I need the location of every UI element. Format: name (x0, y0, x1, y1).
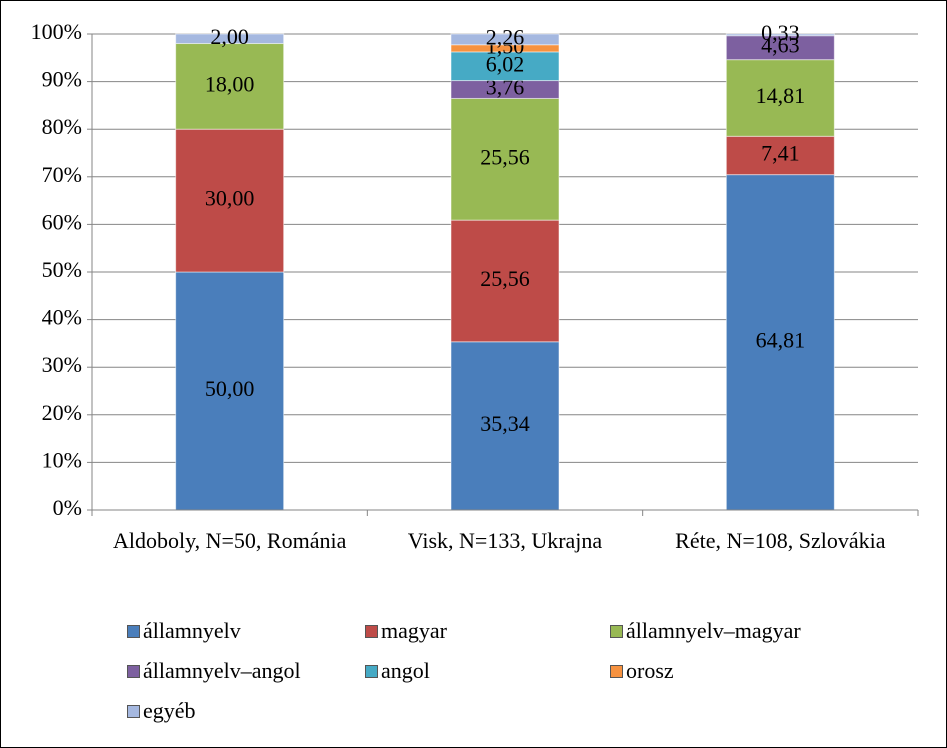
y-tick-label: 50% (42, 257, 82, 282)
bar-segment (725, 33, 835, 37)
data-label: 2,26 (486, 24, 525, 49)
legend-swatch (127, 624, 140, 638)
legend-item: magyar (365, 618, 447, 644)
data-label: 25,56 (480, 144, 530, 169)
legend-label: orosz (626, 658, 674, 683)
data-label: 50,00 (205, 376, 255, 401)
bar-segment (175, 43, 285, 130)
y-tick-label: 90% (42, 67, 82, 92)
data-label: 30,00 (205, 186, 255, 211)
legend-label: államnyelv (143, 618, 241, 643)
y-tick-label: 100% (31, 19, 82, 44)
bar-segment (175, 33, 285, 45)
bar-segment (725, 59, 835, 137)
data-label: 14,81 (756, 83, 806, 108)
legend-swatch (610, 624, 623, 638)
data-label: 4,63 (761, 33, 800, 58)
bar-segment (450, 33, 560, 46)
y-tick-label: 30% (42, 352, 82, 377)
bar-segment (175, 271, 285, 511)
legend-label: angol (381, 658, 430, 683)
y-tick-label: 20% (42, 400, 82, 425)
legend-item: államnyelv–angol (127, 658, 301, 684)
legend-swatch (127, 704, 140, 718)
bar-segment (450, 97, 560, 221)
bar-segment (450, 341, 560, 511)
data-label: 6,02 (486, 51, 525, 76)
bar-segment (175, 128, 285, 273)
y-tick-label: 40% (42, 305, 82, 330)
legend-label: egyéb (143, 698, 196, 723)
y-tick-label: 80% (42, 114, 82, 139)
data-label: 35,34 (480, 411, 530, 436)
data-label: 7,41 (761, 141, 800, 166)
x-tick-label: Réte, N=108, Szlovákia (675, 528, 886, 553)
legend-item: orosz (610, 658, 674, 684)
legend-swatch (610, 664, 623, 678)
data-label: 25,56 (480, 266, 530, 291)
data-label: 0,33 (761, 20, 800, 45)
data-label: 18,00 (205, 71, 255, 96)
x-tick-label: Aldoboly, N=50, Románia (112, 528, 347, 553)
legend-label: államnyelv–angol (143, 658, 301, 683)
data-label: 2,00 (210, 24, 249, 49)
legend-label: államnyelv–magyar (626, 618, 801, 643)
y-tick-label: 60% (42, 209, 82, 234)
legend-item: államnyelv–magyar (610, 618, 801, 644)
legend-item: államnyelv (127, 618, 241, 644)
legend-item: egyéb (127, 698, 196, 724)
bar-segment (725, 174, 835, 511)
legend-label: magyar (381, 618, 447, 643)
bar-segment (450, 219, 560, 343)
y-tick-label: 0% (53, 495, 82, 520)
legend-item: angol (365, 658, 430, 684)
bar-segment (725, 135, 835, 176)
legend-swatch (365, 664, 378, 678)
data-label: 64,81 (756, 327, 806, 352)
x-tick-label: Visk, N=133, Ukrajna (407, 528, 603, 553)
bar-segment (450, 51, 560, 82)
y-tick-label: 70% (42, 162, 82, 187)
legend-swatch (365, 624, 378, 638)
y-tick-label: 10% (42, 447, 82, 472)
legend-swatch (127, 664, 140, 678)
